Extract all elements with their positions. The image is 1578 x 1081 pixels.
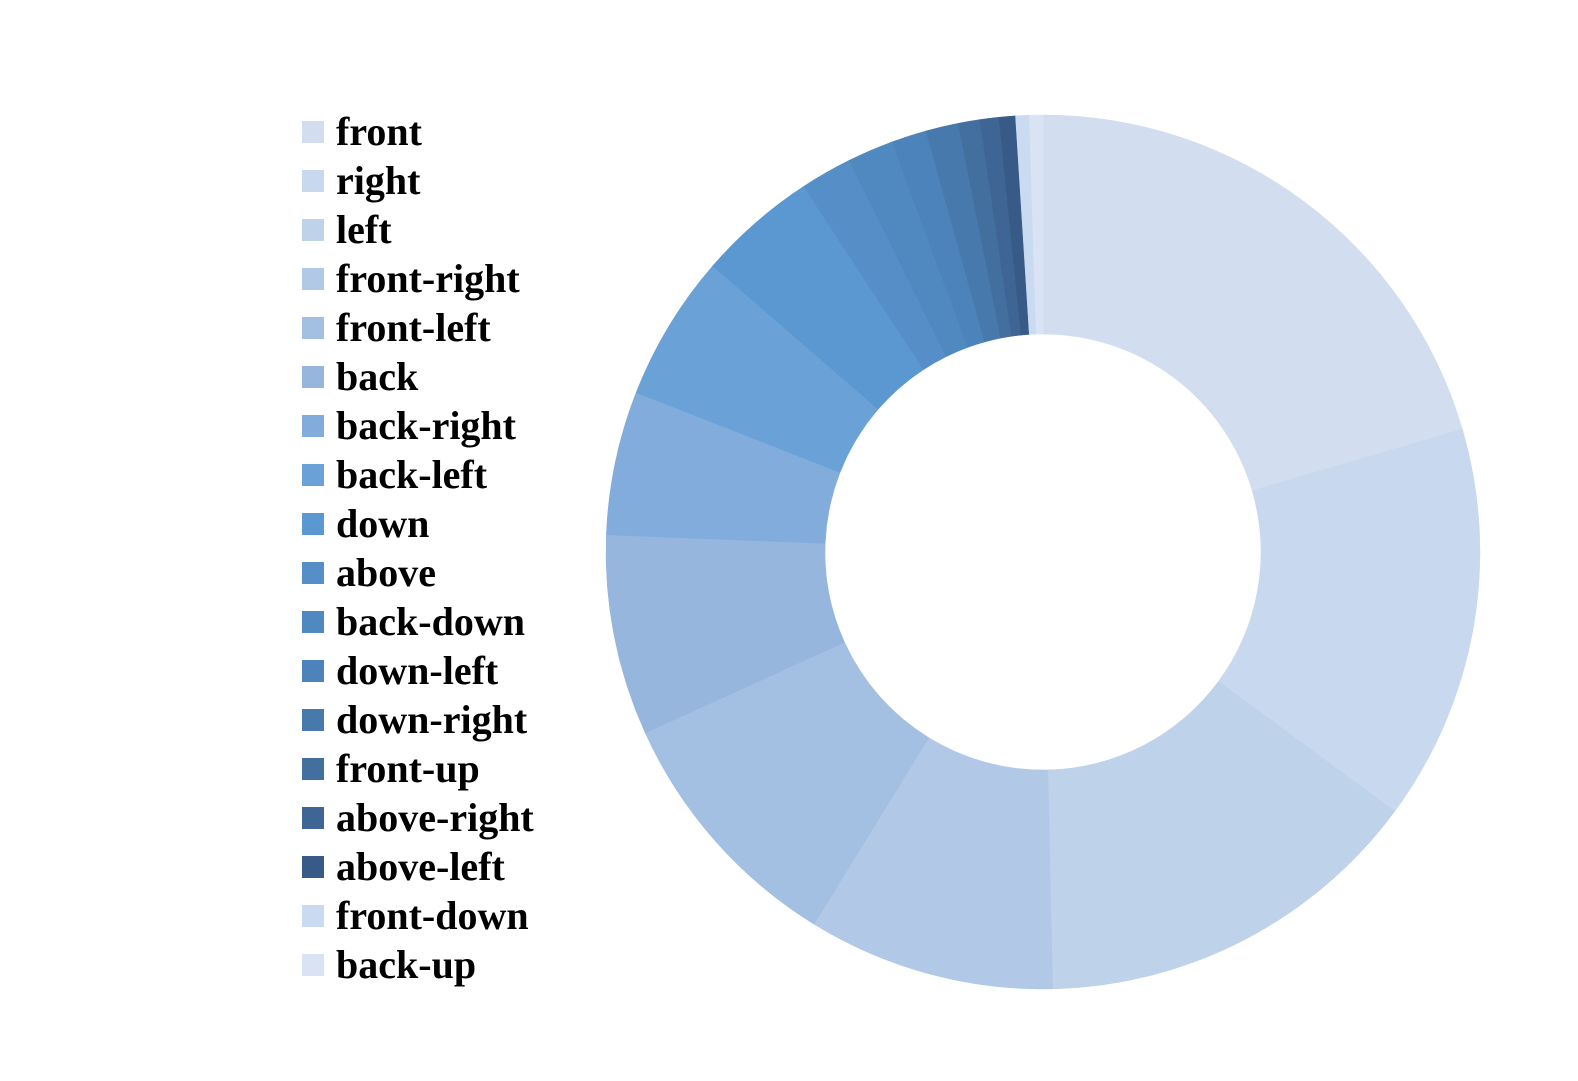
legend-swatch bbox=[302, 757, 324, 780]
legend-item: down bbox=[302, 499, 534, 548]
legend-label: above-left bbox=[336, 844, 505, 889]
legend-item: above-left bbox=[302, 842, 534, 891]
legend-swatch bbox=[302, 169, 324, 192]
legend-item: back bbox=[302, 352, 534, 401]
legend-swatch bbox=[302, 904, 324, 927]
legend-item: down-right bbox=[302, 695, 534, 744]
legend-item: back-down bbox=[302, 597, 534, 646]
donut-slice-back-up bbox=[1028, 114, 1044, 335]
legend-item: left bbox=[302, 205, 534, 254]
legend-item: front bbox=[302, 107, 534, 156]
legend-swatch bbox=[302, 806, 324, 829]
legend-item: back-left bbox=[302, 450, 534, 499]
legend-swatch bbox=[302, 855, 324, 878]
legend-item: down-left bbox=[302, 646, 534, 695]
legend-label: above-right bbox=[336, 795, 534, 840]
donut-slice-left bbox=[1047, 680, 1396, 990]
legend-label: back-down bbox=[336, 599, 525, 644]
legend-swatch bbox=[302, 561, 324, 584]
legend-label: down-left bbox=[336, 648, 499, 693]
legend-label: back-up bbox=[336, 942, 477, 987]
legend-label: left bbox=[336, 207, 392, 252]
legend-label: front-down bbox=[336, 893, 529, 938]
legend-swatch bbox=[302, 610, 324, 633]
legend-swatch bbox=[302, 414, 324, 437]
donut-slice-front-right bbox=[813, 737, 1053, 990]
legend-item: right bbox=[302, 156, 534, 205]
legend-swatch bbox=[302, 708, 324, 731]
legend-label: back-right bbox=[336, 403, 516, 448]
legend-item: above bbox=[302, 548, 534, 597]
legend-swatch bbox=[302, 953, 324, 976]
legend-item: back-right bbox=[302, 401, 534, 450]
legend-label: back-left bbox=[336, 452, 488, 497]
legend-swatch bbox=[302, 218, 324, 241]
legend-item: front-left bbox=[302, 303, 534, 352]
legend-label: down-right bbox=[336, 697, 528, 742]
legend-item: above-right bbox=[302, 793, 534, 842]
legend-swatch bbox=[302, 463, 324, 486]
legend-label: front-right bbox=[336, 256, 520, 301]
legend-label: front-up bbox=[336, 746, 480, 791]
legend-label: front-left bbox=[336, 305, 491, 350]
chart-legend: front right left front-right front-left back b… bbox=[302, 107, 534, 989]
legend-swatch bbox=[302, 365, 324, 388]
legend-swatch bbox=[302, 120, 324, 143]
donut-slice-right bbox=[1218, 428, 1481, 812]
legend-label: front bbox=[336, 109, 422, 154]
legend-label: back bbox=[336, 354, 419, 399]
legend-swatch bbox=[302, 316, 324, 339]
donut-slice-front-left bbox=[644, 641, 930, 925]
donut-slice-front bbox=[1042, 114, 1463, 491]
legend-swatch bbox=[302, 267, 324, 290]
legend-item: back-up bbox=[302, 940, 534, 989]
legend-label: right bbox=[336, 158, 421, 203]
legend-label: down bbox=[336, 501, 430, 546]
legend-swatch bbox=[302, 659, 324, 682]
legend-label: above bbox=[336, 550, 436, 595]
legend-swatch bbox=[302, 512, 324, 535]
legend-item: front-down bbox=[302, 891, 534, 940]
legend-item: front-right bbox=[302, 254, 534, 303]
legend-item: front-up bbox=[302, 744, 534, 793]
